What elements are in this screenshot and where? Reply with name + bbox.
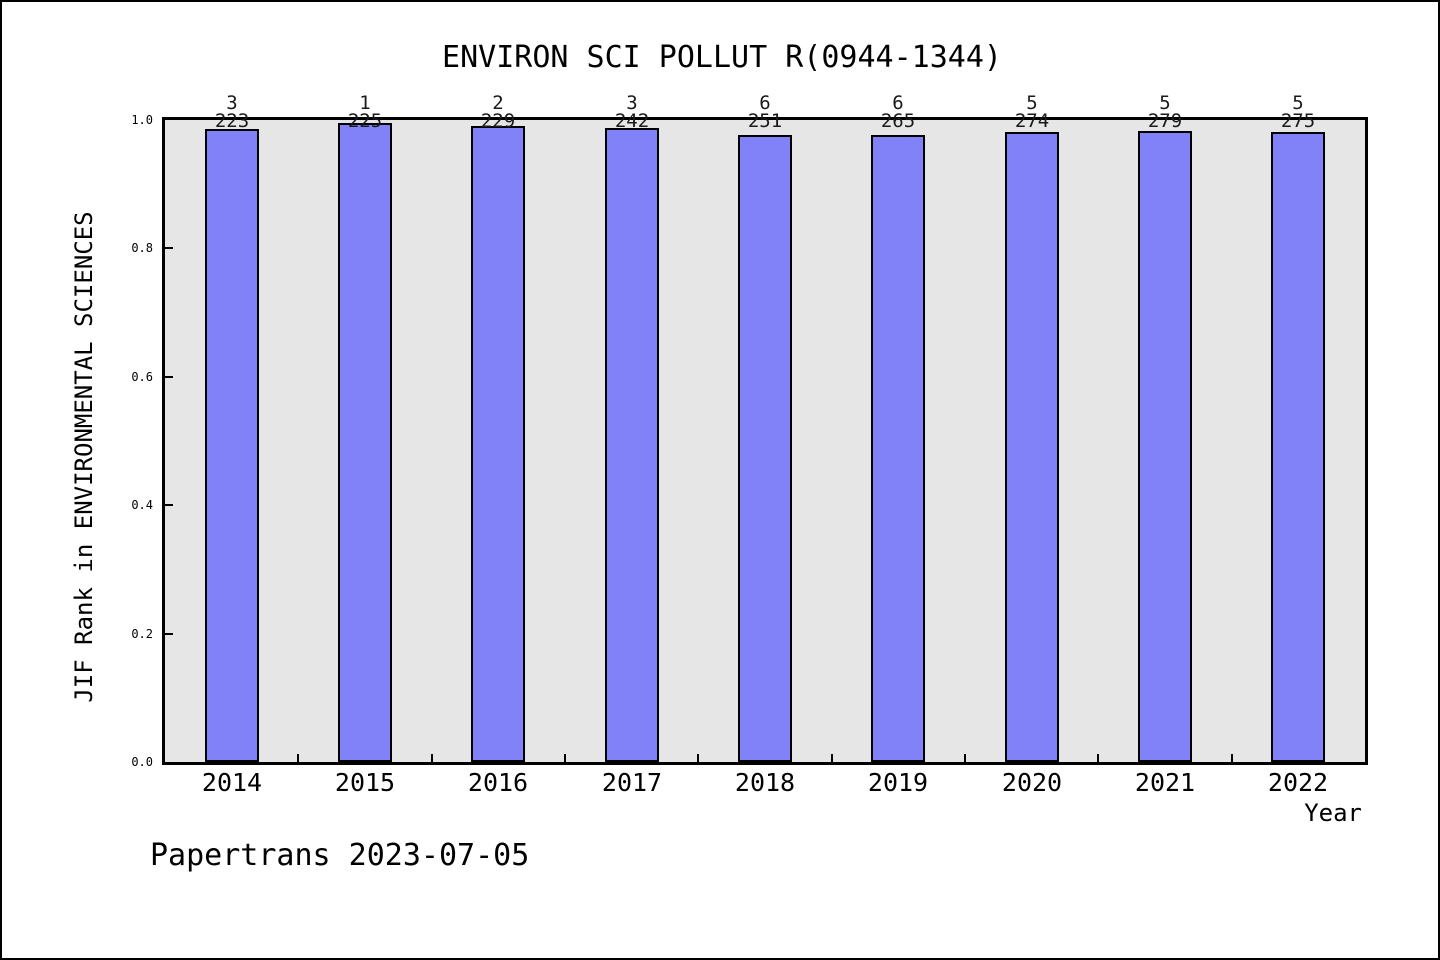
x-tick-label-2014: 2014	[201, 768, 263, 797]
y-tick-label: 0.2	[131, 627, 153, 641]
bar-2018	[738, 135, 792, 762]
x-minor-tick	[830, 754, 833, 762]
bar-value-label-2018: 6 251	[747, 92, 783, 132]
x-tick-label-2015: 2015	[334, 768, 396, 797]
x-minor-tick	[297, 754, 300, 762]
bar-2019	[871, 135, 926, 762]
x-tick-label-2021: 2021	[1134, 768, 1196, 797]
bar-2016	[471, 126, 526, 762]
footer-text: Papertrans 2023-07-05	[150, 838, 530, 873]
bar-value-label-2020: 5 274	[1014, 92, 1050, 132]
y-tick-mark	[165, 633, 173, 635]
bar-value-label-2022: 5 275	[1280, 92, 1316, 132]
bar-value-label-2019: 6 265	[880, 92, 916, 132]
bar-value-label-2016: 2 229	[480, 92, 516, 132]
y-tick-label: 0.6	[131, 370, 153, 384]
bar-value-label-2021: 5 279	[1147, 92, 1183, 132]
y-axis-label: JIF Rank in ENVIRONMENTAL SCIENCES	[70, 211, 98, 703]
x-minor-tick	[430, 754, 433, 762]
y-tick-mark	[165, 247, 173, 249]
x-tick-label-2020: 2020	[1001, 768, 1063, 797]
bar-value-label-2017: 3 242	[614, 92, 650, 132]
plot-inner	[165, 120, 1365, 762]
y-tick-mark	[165, 504, 173, 506]
chart-title: ENVIRON SCI POLLUT R(0944-1344)	[442, 40, 1002, 75]
y-tick-mark	[165, 376, 173, 378]
bar-2022	[1271, 132, 1326, 762]
bar-value-label-2014: 3 223	[214, 92, 250, 132]
plot-area	[162, 117, 1368, 765]
bar-2015	[338, 123, 392, 762]
bar-value-label-2015: 1 225	[347, 92, 383, 132]
bar-2020	[1004, 132, 1059, 762]
x-minor-tick	[697, 754, 700, 762]
x-minor-tick	[1097, 754, 1100, 762]
x-minor-tick	[964, 754, 966, 762]
x-tick-label-2016: 2016	[467, 768, 529, 797]
y-tick-label: 0.8	[131, 241, 153, 255]
x-tick-label-2019: 2019	[867, 768, 929, 797]
x-axis-label: Year	[1304, 799, 1362, 827]
x-tick-label-2017: 2017	[601, 768, 663, 797]
bar-2017	[604, 128, 659, 762]
y-tick-label: 0.4	[131, 498, 153, 512]
y-tick-label: 0.0	[131, 755, 153, 769]
y-tick-label: 1.0	[131, 113, 153, 127]
x-tick-label-2018: 2018	[734, 768, 796, 797]
x-minor-tick	[1230, 754, 1233, 762]
x-tick-label-2022: 2022	[1267, 768, 1329, 797]
x-minor-tick	[564, 754, 566, 762]
bar-2014	[204, 129, 259, 762]
bar-2021	[1138, 131, 1192, 762]
